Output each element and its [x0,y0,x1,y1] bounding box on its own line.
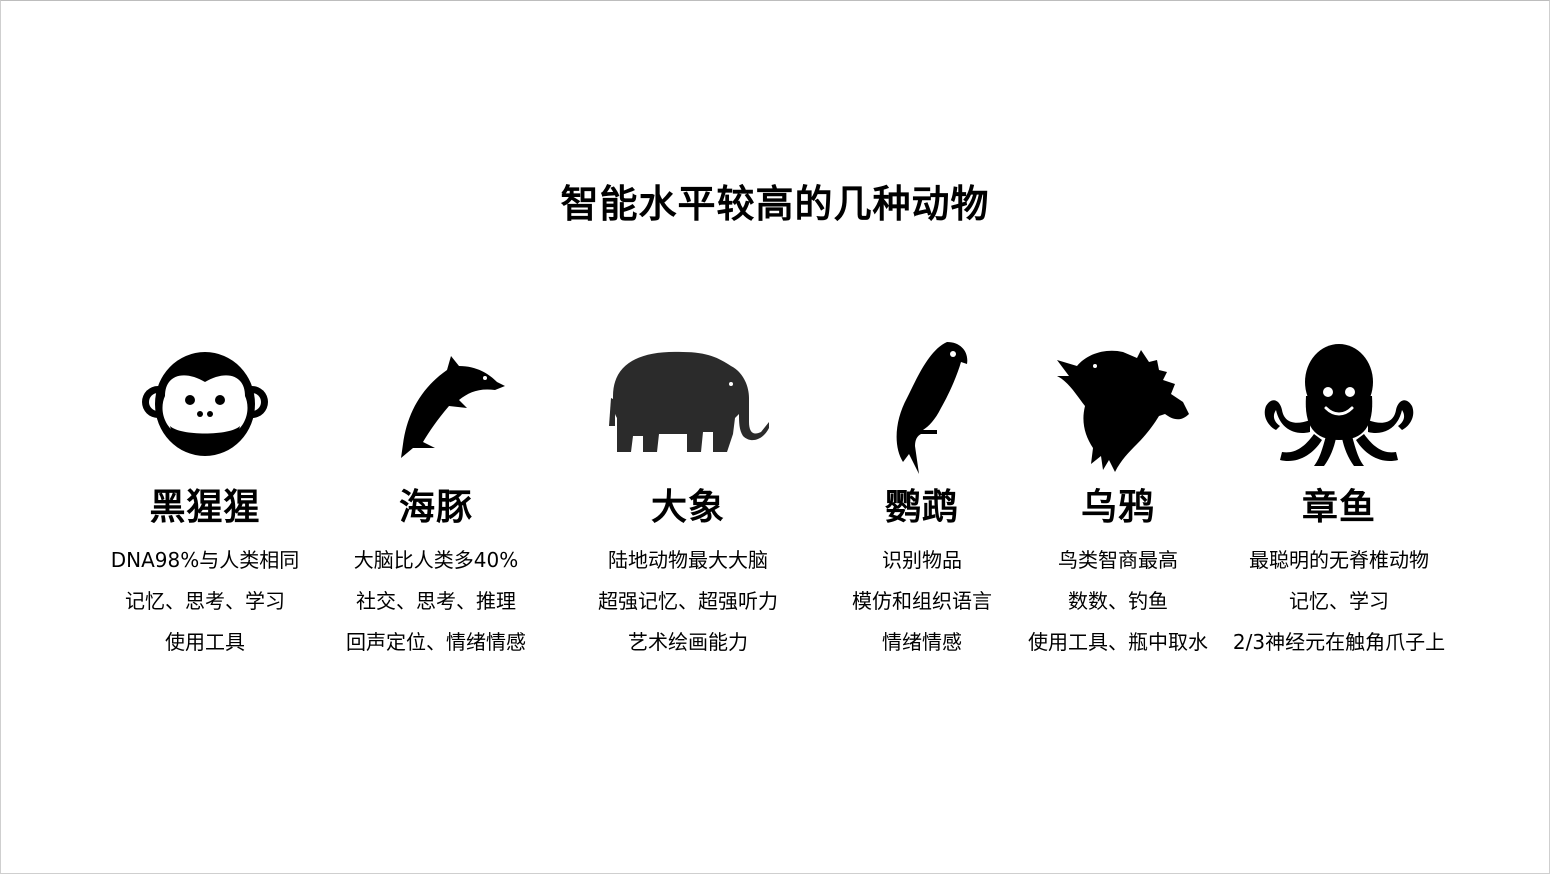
animal-name: 鹦鹉 [884,487,959,528]
description-line: 回声定位、情绪情感 [346,630,526,654]
description-line: 社交、思考、推理 [356,589,516,613]
description-line: 超强记忆、超强听力 [598,589,778,613]
monkey-icon [120,336,290,476]
description-line: 鸟类智商最高 [1058,548,1178,572]
animal-name: 大象 [650,487,725,528]
animal-name: 乌鸦 [1080,487,1155,528]
description-line: 使用工具 [165,630,245,654]
animal-name: 章鱼 [1301,487,1376,528]
description-line: 最聪明的无脊椎动物 [1249,548,1429,572]
description-line: 2/3神经元在触角爪子上 [1232,630,1446,654]
animal-description: 识别物品 模仿和组织语言 情绪情感 [782,540,1062,663]
octopus-icon [1254,336,1424,476]
description-line: 识别物品 [882,548,962,572]
slide-title: 智能水平较高的几种动物 [560,182,990,226]
description-line: 记忆、思考、学习 [125,589,285,613]
animal-name: 海豚 [398,487,473,528]
description-line: 情绪情感 [882,630,962,654]
description-line: DNA98%与人类相同 [110,548,300,572]
description-line: 陆地动物最大大脑 [608,548,768,572]
description-line: 模仿和组织语言 [852,589,992,613]
animal-description: 最聪明的无脊椎动物 记忆、学习 2/3神经元在触角爪子上 [1199,540,1479,663]
description-line: 数数、钓鱼 [1068,589,1168,613]
description-line: 记忆、学习 [1289,589,1389,613]
description-line: 大脑比人类多40% [353,548,519,572]
animal-description: 陆地动物最大大脑 超强记忆、超强听力 艺术绘画能力 [548,540,828,663]
animal-description: 鸟类智商最高 数数、钓鱼 使用工具、瓶中取水 [978,540,1258,663]
animal-name: 黑猩猩 [149,487,261,528]
elephant-icon [603,336,773,476]
animal-description: DNA98%与人类相同 记忆、思考、学习 使用工具 [65,540,345,663]
crow-icon [1033,336,1203,476]
dolphin-icon [351,336,521,476]
description-line: 使用工具、瓶中取水 [1028,630,1208,654]
description-line: 艺术绘画能力 [628,630,748,654]
parrot-icon [837,336,1007,476]
animal-description: 大脑比人类多40% 社交、思考、推理 回声定位、情绪情感 [296,540,576,663]
